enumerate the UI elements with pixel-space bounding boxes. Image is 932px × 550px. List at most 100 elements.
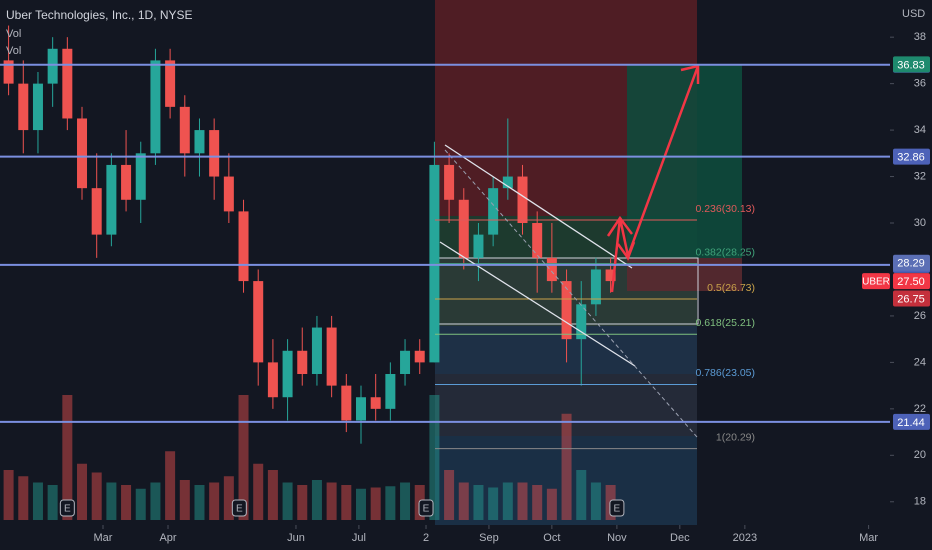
volume-bar bbox=[370, 487, 381, 520]
candle-body bbox=[561, 281, 572, 340]
volume-bar bbox=[106, 482, 117, 520]
candle-body bbox=[62, 48, 73, 119]
volume-bar bbox=[18, 476, 29, 520]
price-tag-label: 27.50 bbox=[897, 276, 925, 288]
fib-label: 0.618(25.21) bbox=[695, 317, 755, 329]
candle-body bbox=[590, 269, 601, 305]
y-tick-label: 38 bbox=[914, 31, 926, 43]
candle-body bbox=[32, 83, 43, 131]
candle-body bbox=[253, 281, 264, 363]
volume-bar bbox=[502, 482, 513, 520]
x-tick-label: Jun bbox=[287, 532, 305, 544]
volume-bar bbox=[150, 482, 161, 520]
candle-body bbox=[282, 350, 293, 398]
candle-body bbox=[473, 234, 484, 258]
price-tag bbox=[893, 254, 930, 271]
candle-body bbox=[121, 164, 132, 200]
candle-body bbox=[311, 327, 322, 375]
channel-mid bbox=[444, 149, 698, 438]
level-tag-label: 21.44 bbox=[897, 417, 925, 429]
volume-bar bbox=[238, 395, 249, 520]
volume-bar bbox=[121, 485, 132, 520]
earnings-marker bbox=[59, 499, 75, 517]
y-tick-label: 18 bbox=[914, 496, 926, 508]
earnings-marker bbox=[418, 499, 434, 517]
arrowhead bbox=[616, 241, 636, 261]
volume-bar bbox=[62, 395, 73, 520]
candle-body bbox=[18, 83, 29, 131]
y-tick-label: 24 bbox=[914, 356, 926, 368]
candle-body bbox=[106, 164, 117, 235]
volume-bar bbox=[458, 482, 469, 520]
volume-bar bbox=[223, 476, 234, 520]
volume-bar bbox=[341, 485, 352, 520]
volume-bar bbox=[473, 485, 484, 520]
volume-bar bbox=[77, 463, 88, 520]
candle-body bbox=[488, 188, 499, 235]
volume-bar bbox=[429, 395, 440, 520]
fib-label: 0.236(30.13) bbox=[695, 203, 755, 215]
y-tick-label: 30 bbox=[914, 217, 926, 229]
x-tick-label: 2023 bbox=[733, 532, 757, 544]
price-tag-label: 36.83 bbox=[897, 59, 925, 71]
candle-body bbox=[297, 350, 308, 375]
price-tag bbox=[893, 290, 930, 307]
target-zone bbox=[627, 64, 742, 258]
candle-body bbox=[341, 385, 352, 421]
zones bbox=[435, 0, 742, 525]
volume-bar bbox=[91, 472, 102, 520]
y-tick-label: 26 bbox=[914, 310, 926, 322]
symbol-tag-label: UBER bbox=[862, 277, 890, 288]
y-tick-label: 36 bbox=[914, 78, 926, 90]
drawings bbox=[439, 64, 700, 438]
candle-body bbox=[179, 106, 190, 154]
earnings-label: E bbox=[614, 504, 621, 515]
channel-top bbox=[444, 144, 633, 269]
candle-body bbox=[517, 176, 528, 224]
fib-label: 0.382(28.25) bbox=[695, 246, 755, 258]
x-tick-label: Dec bbox=[670, 532, 690, 544]
x-tick-label: Nov bbox=[607, 532, 627, 544]
candle-body bbox=[355, 397, 366, 421]
indicator: Vol bbox=[6, 45, 21, 57]
volume-bar bbox=[576, 470, 587, 520]
volume-bar bbox=[253, 463, 264, 520]
candle-body bbox=[429, 164, 440, 363]
candle-body bbox=[385, 374, 396, 409]
x-tick-label: Oct bbox=[543, 532, 560, 544]
candle-body bbox=[150, 60, 161, 154]
volume-bar bbox=[165, 451, 176, 520]
arrowhead bbox=[680, 64, 700, 84]
volume-bar bbox=[532, 485, 543, 520]
candle-body bbox=[502, 176, 513, 189]
candle-body bbox=[400, 350, 411, 375]
volume-bar bbox=[32, 482, 43, 520]
volume-bar bbox=[488, 487, 499, 520]
fib-label: 0.5(26.73) bbox=[707, 282, 755, 294]
fib-label: 1(20.29) bbox=[716, 431, 755, 443]
price-tag-label: 28.29 bbox=[897, 258, 925, 270]
candle-body bbox=[414, 350, 425, 363]
level-tag bbox=[893, 413, 930, 430]
fib-zone-bottom bbox=[435, 436, 697, 525]
arrowhead bbox=[606, 215, 633, 237]
time-axis bbox=[0, 525, 932, 550]
candle-body bbox=[576, 304, 587, 340]
earnings-label: E bbox=[64, 504, 71, 515]
candle-body bbox=[77, 118, 88, 189]
x-tick-label: Mar bbox=[94, 532, 113, 544]
candle-body bbox=[458, 199, 469, 258]
fib-label: 0.786(23.05) bbox=[695, 367, 755, 379]
volume-bar bbox=[355, 488, 366, 520]
volume-bar bbox=[517, 482, 528, 520]
volume-bar bbox=[400, 482, 411, 520]
candle-body bbox=[546, 257, 557, 282]
plot: 0.236(30.13) 0.382(28.25) 0.5(26.73) 0.618(… bbox=[3, 25, 755, 520]
volume-bar bbox=[444, 470, 455, 520]
candle-body bbox=[532, 223, 543, 258]
volume-bar bbox=[311, 480, 322, 520]
volume-bar bbox=[297, 485, 308, 520]
volume-bar bbox=[326, 482, 337, 520]
